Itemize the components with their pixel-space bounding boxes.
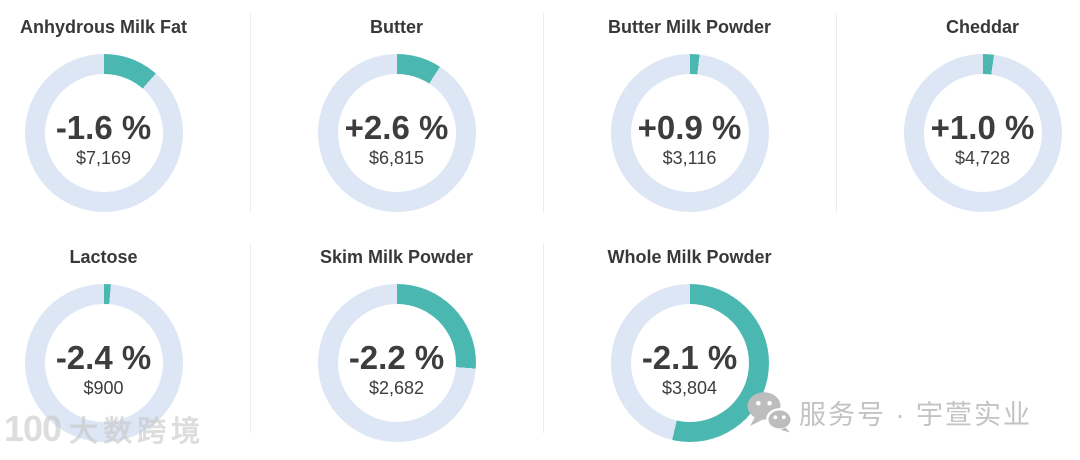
product-title: Skim Milk Powder (319, 247, 474, 267)
price-change-percent: -2.2 % (348, 339, 445, 376)
donut-chart-whole-milk-powder: -2.1 % $3,804 (610, 284, 769, 442)
product-title: Cheddar (945, 17, 1019, 37)
donut-chart-butter: +2.6 % $6,815 (317, 54, 476, 212)
donut-chart-lactose: -2.4 % $900 (24, 284, 183, 442)
average-price: $2,682 (368, 378, 425, 398)
price-change-percent: -2.4 % (55, 339, 152, 376)
donut-center: +0.9 % $3,116 (630, 74, 749, 192)
donut-center: +2.6 % $6,815 (337, 74, 456, 192)
average-price: $3,804 (661, 378, 718, 398)
average-price: $3,116 (662, 148, 717, 168)
product-card-whole-milk-powder: Whole Milk Powder -2.1 % $3,804 (543, 230, 836, 450)
product-card-lactose: Lactose -2.4 % $900 (0, 230, 250, 450)
donut-chart-butter-milk-powder: +0.9 % $3,116 (610, 54, 769, 212)
average-price: $6,815 (368, 148, 425, 168)
product-card-butter: Butter +2.6 % $6,815 (250, 0, 543, 220)
product-card-butter-milk-powder: Butter Milk Powder +0.9 % $3,116 (543, 0, 836, 220)
donut-center: -2.1 % $3,804 (630, 304, 749, 422)
donut-center: -1.6 % $7,169 (44, 74, 163, 192)
product-title: Butter Milk Powder (607, 17, 772, 37)
price-change-percent: -1.6 % (55, 109, 152, 146)
product-title: Whole Milk Powder (607, 247, 772, 267)
price-change-percent: -2.1 % (641, 339, 738, 376)
donut-chart-skim-milk-powder: -2.2 % $2,682 (317, 284, 476, 442)
donut-chart-cheddar: +1.0 % $4,728 (903, 54, 1062, 212)
column-divider (250, 13, 251, 212)
column-divider (543, 13, 544, 212)
price-change-percent: +2.6 % (344, 109, 449, 146)
column-divider (250, 243, 251, 433)
donut-chart-anhydrous-milk-fat: -1.6 % $7,169 (24, 54, 183, 212)
donut-center: -2.4 % $900 (44, 304, 163, 422)
column-divider (836, 13, 837, 212)
donut-center: +1.0 % $4,728 (923, 74, 1042, 192)
price-change-percent: +0.9 % (637, 109, 742, 146)
average-price: $7,169 (75, 148, 132, 168)
product-title: Butter (370, 17, 423, 37)
column-divider (543, 243, 544, 433)
average-price: $900 (83, 378, 124, 398)
product-card-anhydrous-milk-fat: Anhydrous Milk Fat -1.6 % $7,169 (0, 0, 250, 220)
product-card-skim-milk-powder: Skim Milk Powder -2.2 % $2,682 (250, 230, 543, 450)
average-price: $4,728 (954, 148, 1011, 168)
product-card-cheddar: Cheddar +1.0 % $4,728 (836, 0, 1080, 220)
price-change-percent: +1.0 % (930, 109, 1035, 146)
product-title: Lactose (69, 247, 138, 267)
donut-center: -2.2 % $2,682 (337, 304, 456, 422)
product-title: Anhydrous Milk Fat (19, 17, 187, 37)
